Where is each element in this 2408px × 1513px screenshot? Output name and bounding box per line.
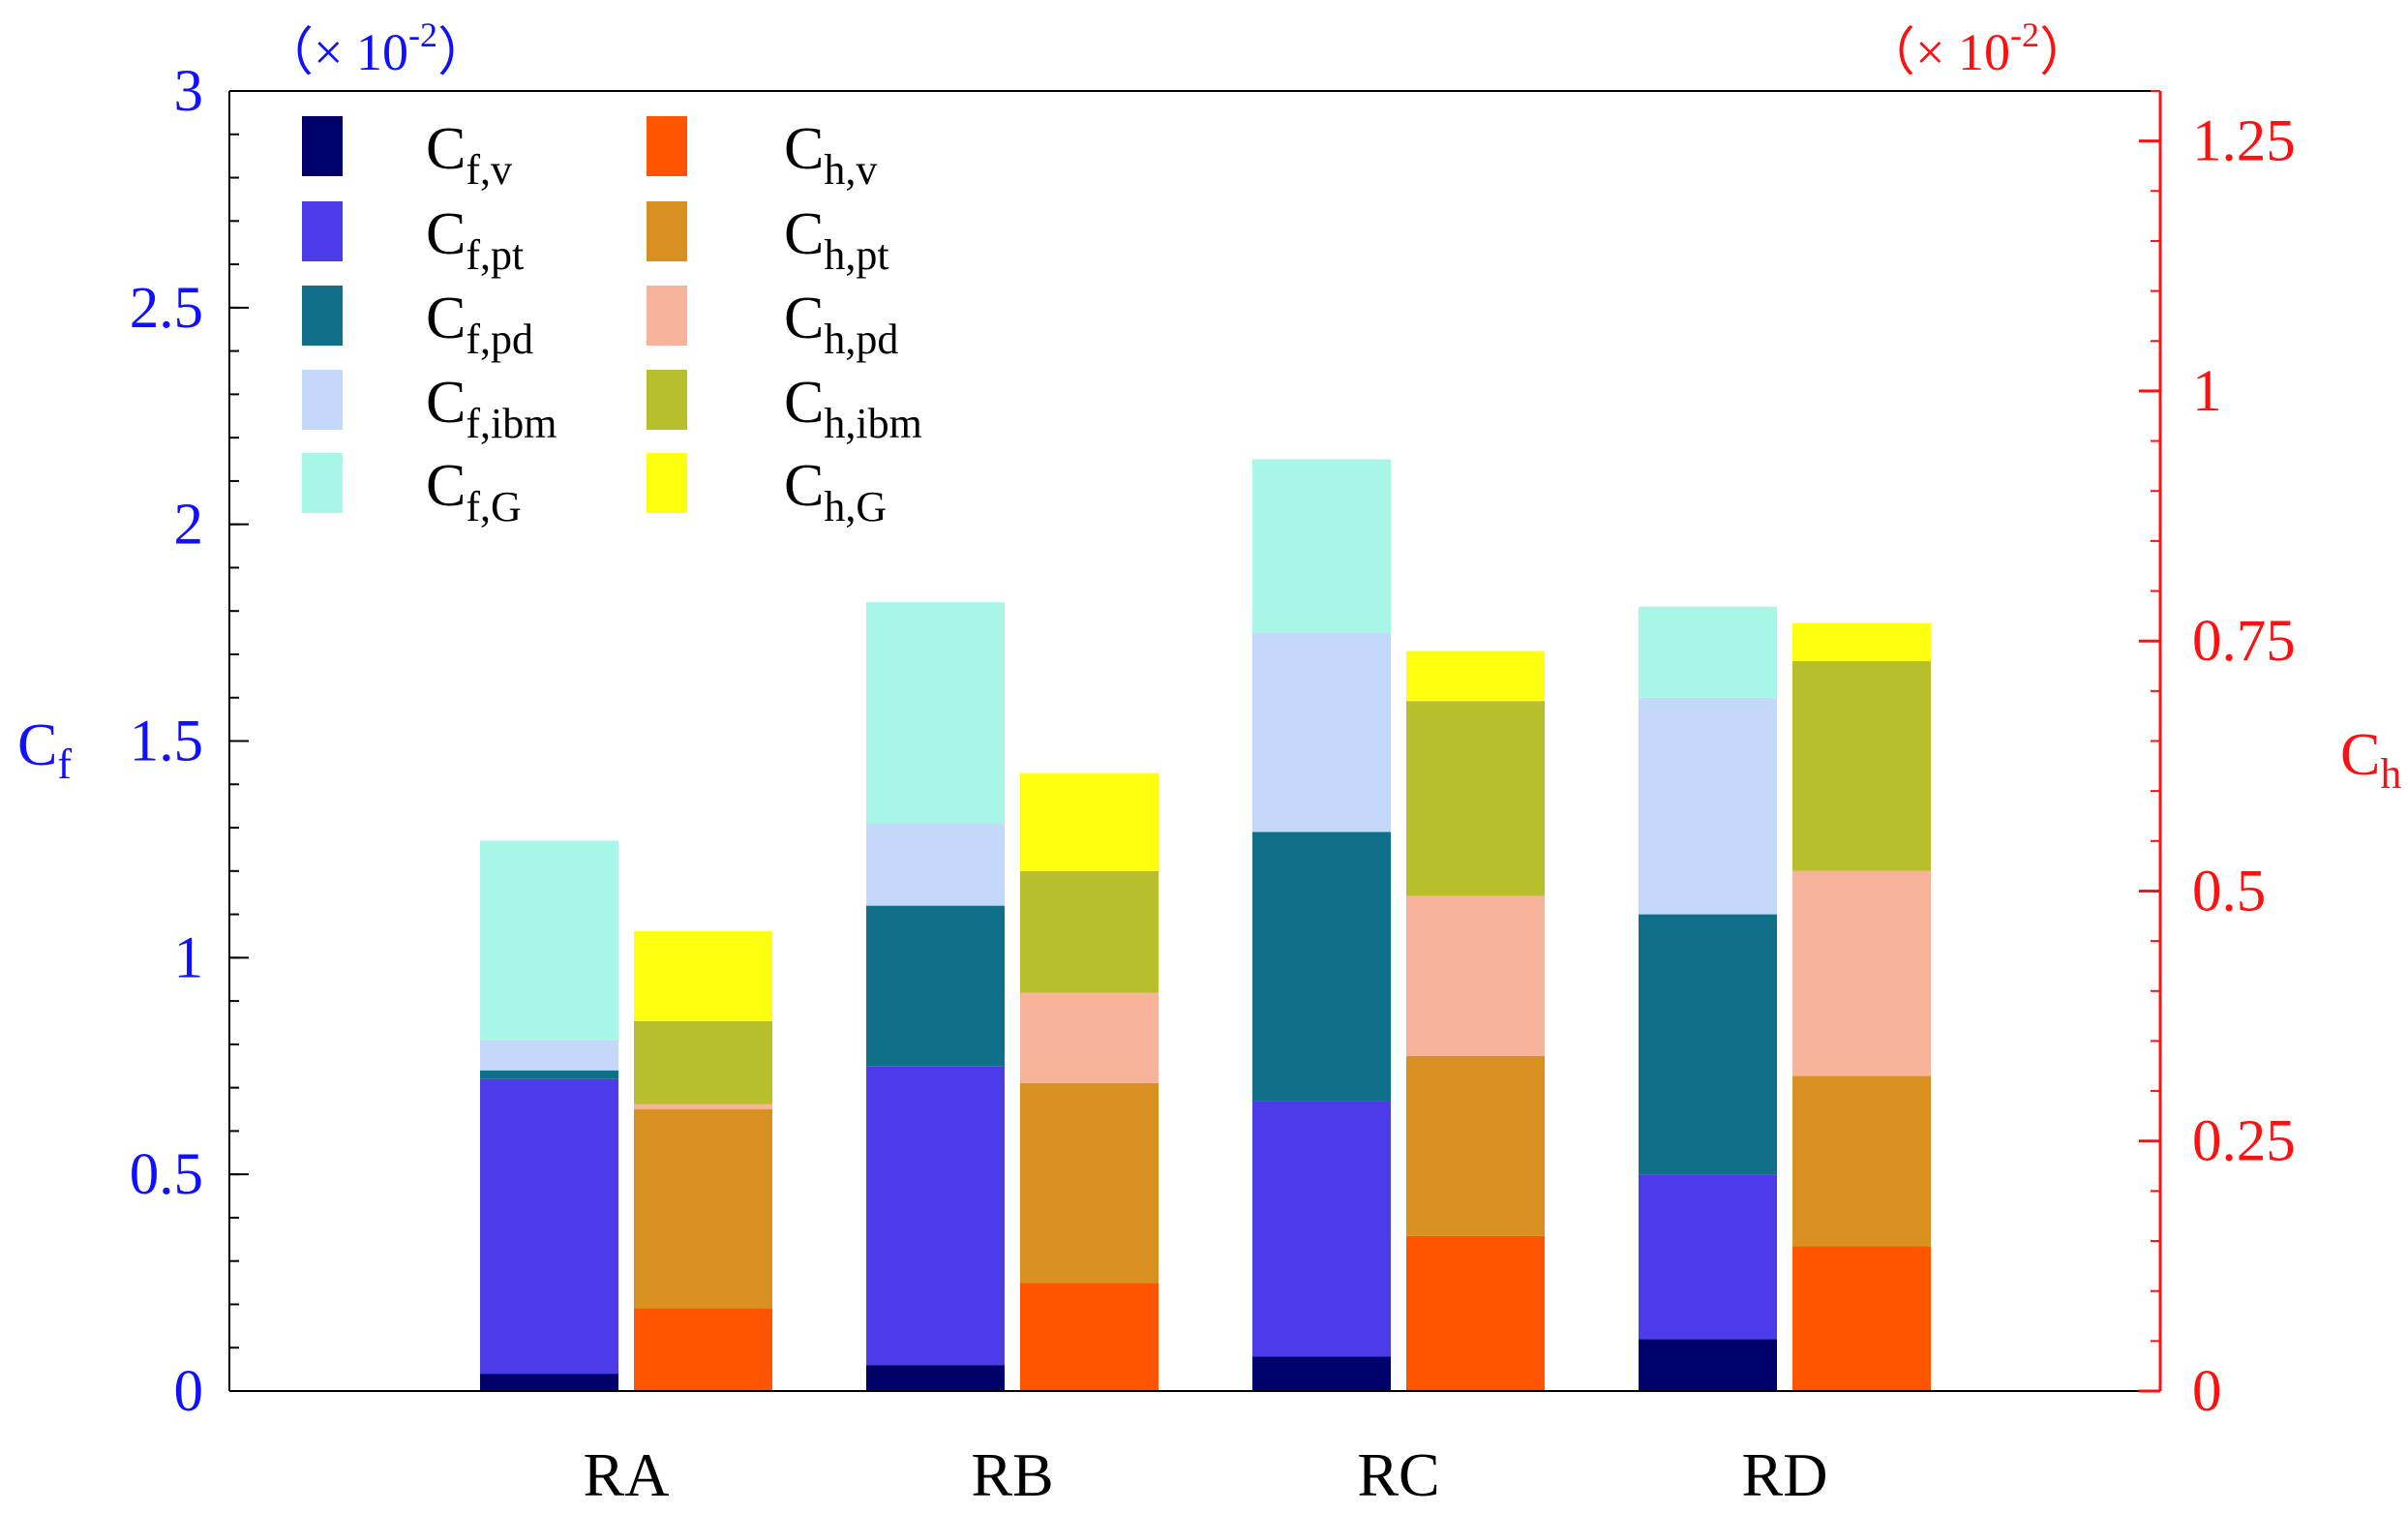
- legend-label-f-v: Cf,v: [426, 116, 512, 194]
- legend-swatch-h-pt: [647, 201, 687, 261]
- legend-swatch-f-G: [302, 453, 343, 513]
- legend-swatch-h-pd: [647, 286, 687, 346]
- right-tick-label: 1: [2192, 359, 2222, 424]
- bar-RC-h-pt: [1406, 1055, 1545, 1236]
- bar-RD-f-v: [1639, 1339, 1777, 1391]
- axes-layer: [228, 90, 2162, 1393]
- bar-RC-h-G: [1406, 651, 1545, 702]
- right-tick-label: 0.25: [2192, 1109, 2296, 1174]
- bar-RC-f-pt: [1252, 1101, 1391, 1357]
- legend-swatch-f-v: [302, 116, 343, 176]
- bar-RA-h-ibm: [634, 1020, 772, 1104]
- category-label-RC: RC: [1357, 1440, 1439, 1509]
- left-tick-label: 3: [174, 59, 204, 124]
- bar-RA-f-pt: [480, 1078, 618, 1375]
- legend-swatch-f-pt: [302, 201, 343, 261]
- legend-label-h-v: Ch,v: [784, 116, 877, 194]
- bar-RC-h-pd: [1406, 895, 1545, 1056]
- legend-swatch-f-ibm: [302, 370, 343, 430]
- right-tick-label: 0: [2192, 1359, 2222, 1424]
- legend-label-h-pd: Ch,pd: [784, 286, 898, 363]
- bar-RB-f-ibm: [866, 823, 1005, 906]
- bar-RB-h-pt: [1020, 1082, 1159, 1284]
- bar-RD-h-pd: [1792, 870, 1931, 1076]
- bar-RB-f-pd: [866, 905, 1005, 1067]
- labels-layer: RA RB RC RD 0 0.5 1 1.5 2 2.5 3 0 0.25 0.5 0.75 1 1.25 Cf…: [17, 15, 2401, 1509]
- bar-RD-h-ibm: [1792, 660, 1931, 871]
- bar-RA-h-G: [634, 930, 772, 1021]
- legend-swatch-h-ibm: [647, 370, 687, 430]
- left-tick-label: 1.5: [130, 710, 203, 774]
- legend-label-h-ibm: Ch,ibm: [784, 370, 922, 447]
- bar-RA-f-G: [480, 840, 618, 1041]
- bar-RB-f-v: [866, 1365, 1005, 1391]
- bar-RD-f-ibm: [1639, 697, 1777, 915]
- right-axis-multiplier: （× 10-2）: [1863, 15, 2092, 81]
- bar-RC-f-G: [1252, 459, 1391, 633]
- left-tick-label: 1: [174, 925, 204, 990]
- bar-RD-h-G: [1792, 622, 1931, 661]
- left-tick-label: 2: [174, 493, 204, 558]
- category-label-RD: RD: [1742, 1440, 1828, 1509]
- legend-label-h-pt: Ch,pt: [784, 201, 889, 279]
- bar-RD-h-pt: [1792, 1075, 1931, 1247]
- legend: Cf,vCf,ptCf,pdCf,ibmCf,GCh,vCh,ptCh,pdCh…: [302, 116, 922, 530]
- bar-RD-f-G: [1639, 606, 1777, 698]
- bar-RA-h-v: [634, 1308, 772, 1391]
- right-axis-title: Ch: [2340, 722, 2401, 798]
- left-tick-label: 2.5: [130, 276, 203, 341]
- bar-RA-h-pd: [634, 1104, 772, 1109]
- legend-swatch-h-v: [647, 116, 687, 176]
- right-tick-label: 0.75: [2192, 609, 2296, 674]
- bar-RB-h-G: [1020, 772, 1159, 871]
- bar-RA-f-pd: [480, 1070, 618, 1079]
- legend-label-f-ibm: Cf,ibm: [426, 370, 557, 447]
- bar-RD-f-pd: [1639, 914, 1777, 1175]
- bar-RA-h-pt: [634, 1108, 772, 1309]
- category-label-RA: RA: [584, 1440, 670, 1509]
- bars-layer: [480, 459, 1931, 1391]
- bar-RC-h-v: [1406, 1235, 1545, 1391]
- bar-RA-f-v: [480, 1374, 618, 1391]
- bar-RC-f-v: [1252, 1356, 1391, 1391]
- bar-RB-f-pt: [866, 1066, 1005, 1366]
- right-tick-label: 0.5: [2192, 859, 2266, 923]
- legend-label-f-pd: Cf,pd: [426, 286, 533, 363]
- bar-RC-f-ibm: [1252, 632, 1391, 832]
- legend-swatch-f-pd: [302, 286, 343, 346]
- bar-RB-f-G: [866, 602, 1005, 824]
- bar-RB-h-v: [1020, 1283, 1159, 1391]
- bar-RC-f-pd: [1252, 832, 1391, 1102]
- left-tick-label: 0: [174, 1359, 204, 1424]
- bar-RA-f-ibm: [480, 1040, 618, 1071]
- bar-RB-h-pd: [1020, 992, 1159, 1083]
- bar-RC-h-ibm: [1406, 701, 1545, 896]
- left-axis-multiplier: （× 10-2）: [261, 15, 490, 81]
- bar-RD-h-v: [1792, 1246, 1931, 1391]
- legend-label-f-G: Cf,G: [426, 453, 522, 530]
- right-tick-label: 1.25: [2192, 109, 2296, 174]
- category-label-RB: RB: [971, 1440, 1053, 1509]
- legend-swatch-h-G: [647, 453, 687, 513]
- legend-label-h-G: Ch,G: [784, 453, 887, 530]
- legend-label-f-pt: Cf,pt: [426, 201, 524, 279]
- bar-RB-h-ibm: [1020, 870, 1159, 993]
- left-tick-label: 0.5: [130, 1142, 203, 1207]
- left-axis-title: Cf: [17, 712, 72, 788]
- bar-RD-f-pt: [1639, 1174, 1777, 1340]
